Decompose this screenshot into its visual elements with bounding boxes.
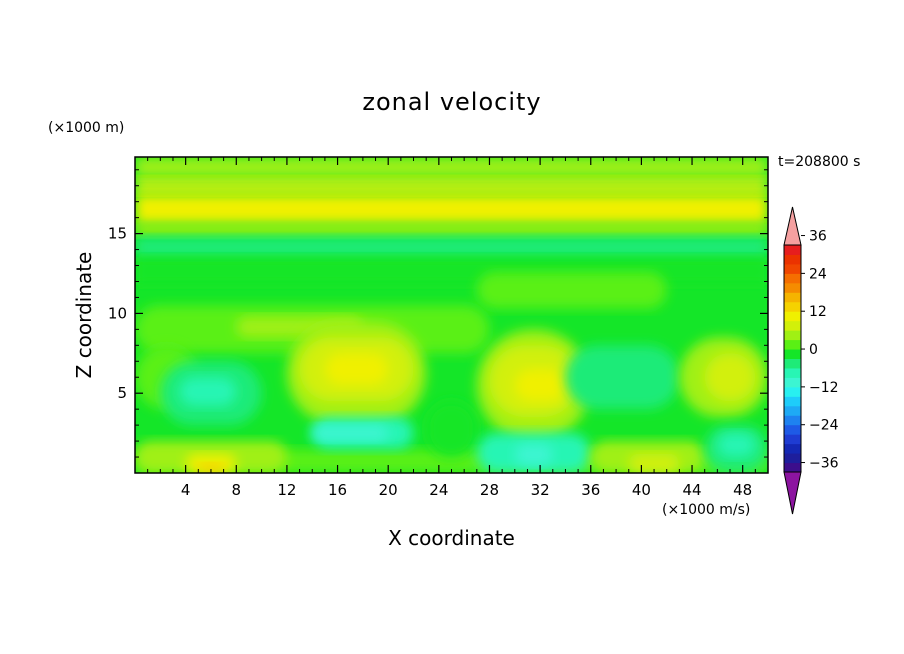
colorbar-bin (784, 254, 801, 265)
x-tick-label: 28 (480, 481, 499, 499)
colorbar-bin (784, 301, 801, 312)
field-region (198, 463, 224, 473)
field-region (135, 177, 768, 194)
colorbar-label: 24 (809, 266, 827, 282)
colorbar-label: 0 (809, 342, 818, 358)
field-region (704, 353, 756, 402)
colorbar-bin (784, 349, 801, 359)
colorbar-bin (784, 292, 801, 303)
colorbar-bin (784, 386, 801, 397)
field-region (135, 193, 768, 225)
colorbar-label: −36 (809, 456, 839, 472)
colorbar-bin (784, 320, 801, 331)
colorbar-under-arrow (783, 471, 802, 515)
y-tick-label: 5 (117, 384, 127, 402)
colorbar-bin (784, 424, 801, 435)
field-region (514, 369, 566, 402)
x-tick-label: 20 (379, 481, 398, 499)
x-unit-label: (×1000 m/s) (662, 502, 751, 518)
field-region (514, 444, 553, 466)
colorbar-bin (784, 415, 801, 426)
colorbar-bin (784, 434, 801, 445)
field-region (312, 425, 389, 442)
colorbar-bin (784, 396, 801, 407)
colorbar-label: 12 (809, 304, 827, 320)
field-region (135, 257, 768, 285)
y-unit-label: (×1000 m) (48, 120, 125, 136)
colorbar-bin (784, 462, 801, 473)
field-region (426, 401, 477, 458)
colorbar-bin (784, 311, 801, 322)
colorbar-frame (783, 244, 802, 473)
colorbar-bin (784, 405, 801, 416)
x-tick-label: 32 (531, 481, 550, 499)
x-tick-label: 48 (733, 481, 752, 499)
field-region (135, 224, 768, 237)
colorbar-bin (784, 377, 801, 388)
colorbar-bin (784, 453, 801, 464)
x-tick-label: 16 (328, 481, 347, 499)
colorbar-over-arrow (783, 206, 802, 246)
field-region (324, 353, 389, 386)
time-label: t=208800 s (778, 154, 861, 170)
y-tick-label: 10 (108, 304, 127, 322)
field-region (476, 271, 667, 309)
colorbar-bin (784, 245, 801, 255)
colorbar-label: 36 (809, 229, 827, 245)
x-tick-label: 24 (429, 481, 448, 499)
colorbar-bin (784, 443, 801, 454)
x-tick-label: 8 (232, 481, 242, 499)
colorbar-bin (784, 339, 801, 350)
colorbar-bin (784, 367, 801, 378)
field-region (135, 236, 768, 258)
colorbar-bin (784, 282, 801, 293)
colorbar-label: −12 (809, 380, 839, 396)
x-axis-label: X coordinate (388, 526, 515, 550)
x-tick-label: 12 (277, 481, 296, 499)
colorbar-bin (784, 358, 801, 369)
colorbar-bin (784, 263, 801, 274)
x-tick-label: 36 (581, 481, 600, 499)
field-region (565, 345, 680, 410)
colorbar-label: −24 (809, 418, 839, 434)
field-region (179, 377, 237, 406)
velocity-field (135, 157, 768, 473)
chart-title: zonal velocity (362, 88, 542, 116)
colorbar-bin (784, 330, 801, 341)
field-region (135, 157, 768, 178)
x-tick-label: 40 (632, 481, 651, 499)
colorbar-bin (784, 273, 801, 284)
field-region (717, 433, 756, 458)
y-tick-label: 15 (108, 225, 127, 243)
x-tick-label: 4 (181, 481, 191, 499)
x-tick-label: 44 (682, 481, 701, 499)
